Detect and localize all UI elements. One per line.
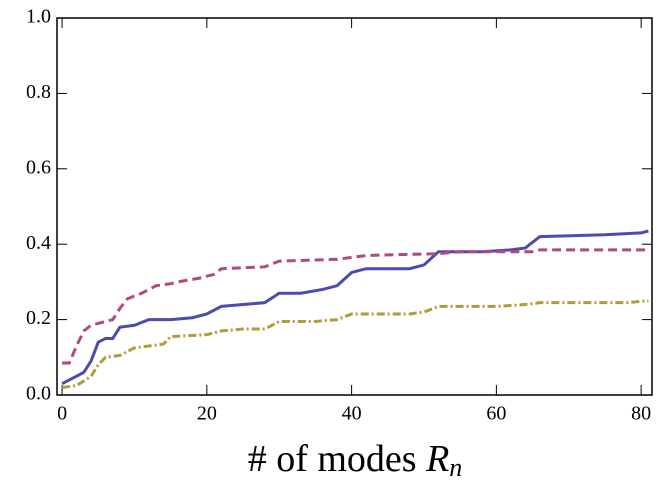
y-tick-label: 0.4 [26, 232, 51, 254]
x-axis-label: # of modes Rn [248, 438, 463, 482]
line-series [61, 229, 649, 386]
line-series [61, 299, 649, 389]
y-tick-label: 0.6 [26, 156, 51, 178]
x-tick-label: 80 [631, 403, 651, 425]
y-tick-label: 1.0 [26, 6, 51, 28]
x-label-text: # of modes [248, 438, 417, 480]
y-tick-label: 0.0 [26, 383, 51, 405]
y-tick-label: 0.2 [26, 307, 51, 329]
plot-frame [56, 17, 653, 396]
x-tick-label: 0 [57, 403, 67, 425]
x-tick-label: 60 [486, 403, 506, 425]
x-label-sub: n [449, 453, 462, 482]
y-tick-label: 0.8 [26, 81, 51, 103]
x-tick-label: 40 [342, 403, 362, 425]
x-label-var: R [425, 438, 449, 480]
x-tick-label: 20 [197, 403, 217, 425]
